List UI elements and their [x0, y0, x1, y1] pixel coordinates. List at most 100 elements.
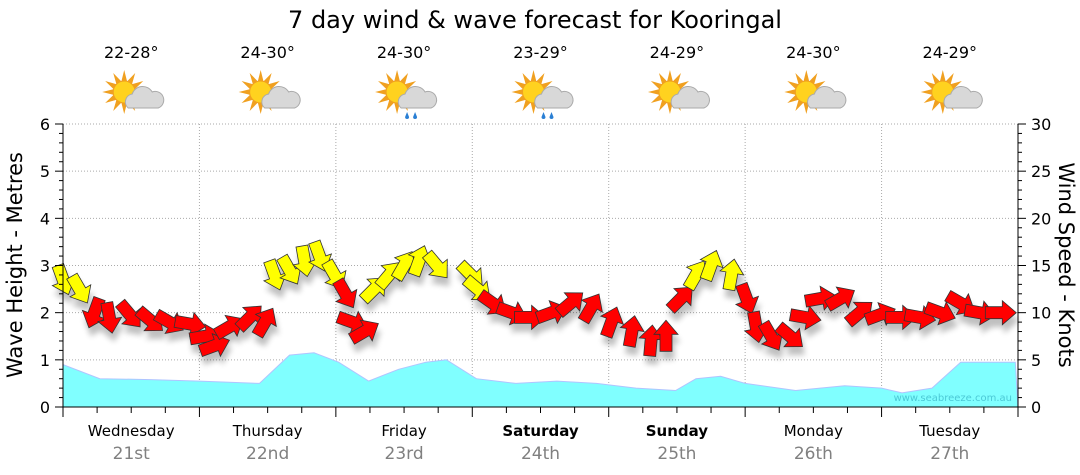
sun-ray — [939, 70, 946, 82]
wind-arrow — [757, 319, 784, 351]
cloud — [261, 86, 301, 109]
y-right-tick-label: 30 — [1031, 115, 1051, 134]
y-axis-left-label: Wave Height - Metres — [3, 152, 27, 378]
day-date: 26th — [794, 444, 833, 464]
wind-arrow — [251, 307, 277, 339]
wind-arrows — [51, 239, 1017, 358]
wind-arrow — [292, 244, 318, 278]
cloud — [397, 86, 438, 109]
wind-arrow — [347, 319, 379, 345]
day-name: Wednesday — [88, 422, 175, 440]
cloud — [807, 86, 847, 109]
sun-ray — [511, 89, 524, 95]
wind-arrow — [719, 258, 745, 292]
day-name: Sunday — [646, 422, 709, 440]
sun-cloud-rain-icon — [375, 70, 438, 119]
sun-cloud-icon — [920, 70, 983, 114]
day-name: Monday — [784, 422, 843, 440]
wind-arrow — [234, 305, 262, 333]
y-left-tick-label: 3 — [40, 257, 50, 276]
day-date: 23rd — [385, 444, 424, 464]
day-column: 22-28° Wednesday 21st — [88, 43, 175, 464]
day-column: 24-30° Monday 26th — [784, 43, 847, 464]
y-left-tick-label: 6 — [40, 115, 50, 134]
y-axis-right-label: Wind Speed - Knots — [1054, 162, 1078, 367]
day-column: 24-29° Tuesday 27th — [918, 43, 983, 464]
y-left-tick-label: 5 — [40, 162, 50, 181]
rain-drop — [541, 112, 546, 119]
day-column: 24-30° Thursday 22nd — [232, 43, 303, 464]
wind-arrow — [276, 253, 302, 285]
y-right-tick-label: 10 — [1031, 304, 1051, 323]
temperature-range: 24-29° — [923, 43, 978, 62]
day-date: 21st — [113, 444, 150, 464]
chart-title: 7 day wind & wave forecast for Kooringal — [288, 6, 782, 34]
y-right-tick-label: 15 — [1031, 257, 1051, 276]
temperature-range: 23-29° — [513, 43, 568, 62]
day-column: 24-30° Friday 23rd — [375, 43, 438, 464]
wind-arrow — [774, 321, 803, 348]
temperature-range: 24-29° — [650, 43, 705, 62]
wind-arrow — [734, 281, 760, 315]
day-name: Thursday — [232, 422, 303, 440]
cloud — [534, 86, 574, 109]
y-right-tick-label: 20 — [1031, 209, 1051, 228]
wind-arrow — [577, 293, 603, 325]
axes: 0 1 2 3 4 5 6 0 5 10 15 20 25 30 — [40, 115, 1051, 417]
cloud — [943, 86, 983, 109]
y-right-tick-label: 25 — [1031, 162, 1051, 181]
wind-arrow — [984, 299, 1017, 326]
wind-arrow — [212, 314, 244, 341]
rain-drop — [413, 112, 418, 119]
sun-ray — [647, 89, 660, 95]
sun-ray — [238, 89, 251, 95]
day-name: Friday — [381, 422, 427, 440]
sun-ray — [666, 70, 673, 82]
wind-arrow — [923, 301, 956, 326]
sun-ray — [394, 70, 401, 82]
wave-height-area — [62, 352, 1019, 408]
temperature-range: 22-28° — [104, 43, 159, 62]
rain-drop — [549, 112, 554, 119]
wind-arrow — [66, 272, 92, 304]
day-date: 27th — [930, 444, 969, 464]
wind-arrow — [824, 286, 855, 312]
wind-arrow — [619, 315, 645, 348]
cloud — [124, 86, 165, 109]
day-date: 22nd — [246, 444, 289, 464]
y-left-tick-label: 4 — [40, 209, 50, 228]
temperature-range: 24-30° — [786, 43, 841, 62]
wind-arrow — [173, 311, 207, 337]
sun-ray — [784, 89, 797, 95]
wind-arrow — [97, 301, 123, 334]
wind-arrow — [699, 249, 724, 283]
sun-cloud-icon — [647, 70, 710, 114]
sun-ray — [803, 70, 810, 82]
watermark: www.seabreeze.com.au — [894, 393, 1012, 404]
day-column: 23-29° Saturday 24th — [502, 43, 579, 464]
sun-ray — [121, 70, 128, 82]
sun-cloud-rain-icon — [511, 70, 574, 119]
grid — [63, 123, 1018, 407]
sun-ray — [375, 89, 388, 95]
day-column: 24-29° Sunday 25th — [646, 43, 710, 464]
y-left-tick-label: 1 — [40, 351, 50, 370]
rain-drop — [405, 112, 410, 119]
y-left-tick-label: 0 — [40, 398, 50, 417]
y-right-tick-label: 0 — [1031, 398, 1041, 417]
temperature-range: 24-30° — [377, 43, 432, 62]
sun-ray — [257, 70, 264, 82]
sun-ray — [920, 89, 933, 95]
wind-arrow — [653, 319, 679, 352]
day-name: Tuesday — [918, 422, 980, 440]
wind-arrow — [421, 249, 448, 279]
day-date: 25th — [657, 444, 696, 464]
y-right-tick-label: 5 — [1031, 351, 1041, 370]
day-name: Saturday — [502, 422, 579, 440]
sun-ray — [530, 70, 537, 82]
temperature-range: 24-30° — [240, 43, 295, 62]
wind-arrow — [665, 286, 693, 314]
day-date: 24th — [521, 444, 560, 464]
